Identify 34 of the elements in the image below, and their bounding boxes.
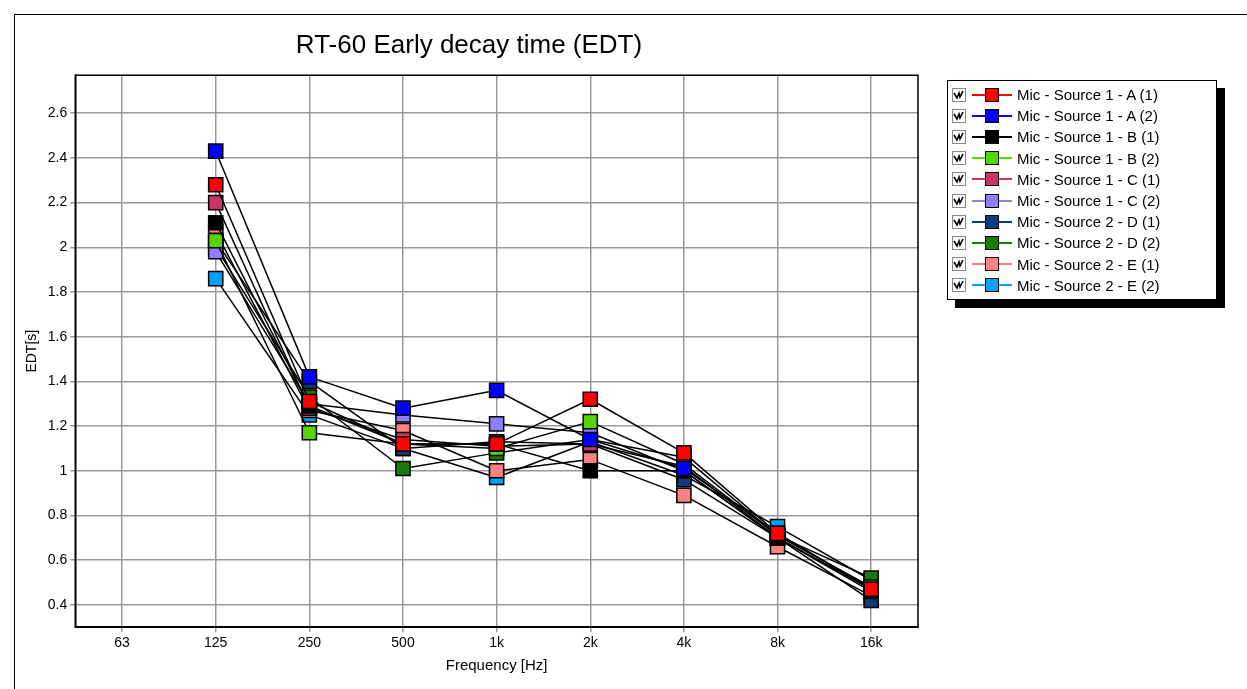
y-tick-label: 0.6	[47, 551, 68, 568]
y-tick-label: 1.2	[47, 416, 68, 433]
y-tick-label: 0.8	[47, 506, 68, 523]
y-tick-label: 0.4	[47, 595, 68, 612]
legend-label: Mic - Source 1 - A (1)	[1017, 86, 1158, 104]
legend-label: Mic - Source 1 - C (1)	[1017, 170, 1161, 188]
y-tick-label: 2.2	[47, 193, 68, 210]
legend-label: Mic - Source 1 - B (1)	[1017, 128, 1160, 146]
legend-label: Mic - Source 1 - C (2)	[1017, 192, 1161, 210]
legend-label: Mic - Source 2 - E (1)	[1017, 255, 1160, 273]
y-tick-label: 1.8	[47, 282, 68, 299]
chart-title: RT-60 Early decay time (EDT)	[295, 28, 643, 59]
legend-label: Mic - Source 1 - A (2)	[1017, 107, 1158, 125]
x-tick-label: 4k	[676, 634, 693, 651]
y-tick-label: 2	[59, 238, 68, 255]
y-tick-label: 1	[59, 461, 68, 478]
x-tick-label: 63	[114, 634, 131, 651]
x-tick-label: 16k	[859, 634, 884, 651]
x-tick-label: 500	[391, 634, 415, 651]
y-tick-label: 1.4	[47, 372, 68, 389]
y-tick-label: 2.6	[47, 104, 68, 121]
x-tick-label: 2k	[582, 634, 599, 651]
y-axis-title: EDT[s]	[23, 329, 40, 373]
legend-label: Mic - Source 2 - D (2)	[1017, 234, 1161, 252]
x-tick-label: 250	[297, 634, 322, 651]
legend-label: Mic - Source 1 - B (2)	[1017, 149, 1160, 167]
y-tick-label: 1.6	[47, 327, 68, 344]
x-tick-label: 1k	[489, 634, 506, 651]
x-tick-label: 8k	[770, 634, 786, 651]
legend-label: Mic - Source 2 - D (1)	[1017, 213, 1161, 231]
legend-label: Mic - Source 2 - E (2)	[1017, 276, 1160, 294]
y-tick-label: 2.4	[47, 148, 68, 165]
x-tick-label: 125	[204, 634, 228, 651]
x-axis-title: Frequency [Hz]	[445, 656, 548, 674]
